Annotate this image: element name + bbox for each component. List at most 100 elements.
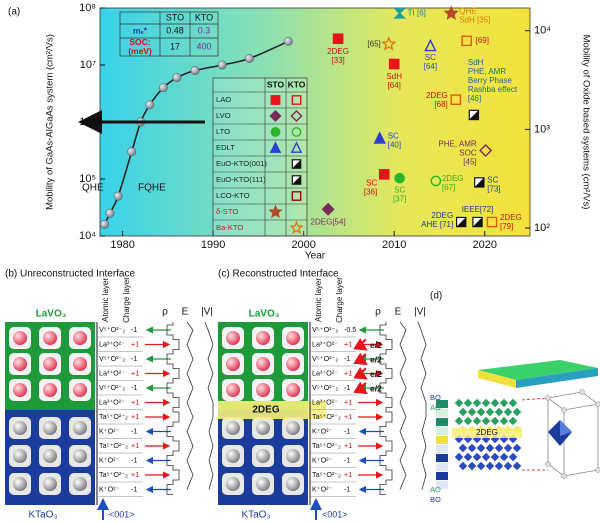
lattice-site [476, 407, 486, 417]
stack-layer [436, 436, 448, 444]
lattice-site [467, 461, 477, 471]
marker [172, 73, 182, 83]
marker [158, 83, 168, 93]
legend-label: LAO [216, 95, 231, 104]
marker-shape [479, 144, 493, 158]
lattice-site [481, 416, 491, 426]
point-label: [65] [367, 39, 380, 48]
table-cell: 400 [196, 41, 211, 51]
column-header: Charge layer [122, 277, 131, 323]
charge-layer: +1 [344, 368, 352, 377]
point-label: 2DEG [327, 47, 349, 56]
marker [424, 38, 437, 52]
lattice-site [512, 443, 522, 453]
lattice-site [467, 443, 477, 453]
atom [73, 383, 87, 397]
lattice-site [485, 443, 495, 453]
y2-tick-label: 10³ [534, 123, 550, 135]
marker-shape [291, 191, 302, 201]
charge-layer: +1 [131, 368, 139, 377]
atom [226, 383, 240, 397]
point-label: AHE [71] [421, 220, 453, 229]
stack-layer [436, 481, 448, 489]
point-label: Rashba effect [468, 85, 518, 94]
atomic-layer: V⁵⁺O²⁻₂ [99, 325, 125, 334]
atomic-layer: Ta⁵⁺O²⁻₂ [99, 412, 128, 421]
marker-shape [472, 217, 483, 227]
y2-axis-label: Mobility of Oxide based systems (cm²/Vs) [580, 35, 591, 210]
point-label: TI [6] [408, 8, 426, 17]
point-label: SC [388, 132, 399, 141]
slab-top [478, 360, 598, 380]
table-cell: 0.48 [166, 25, 184, 35]
column-header: E [395, 307, 402, 318]
legend-label: LTO [216, 127, 230, 136]
atomic-layer: V⁵⁺O²⁻₂ [312, 383, 338, 392]
legend-label: Ba-KTO [216, 223, 243, 232]
lattice-site [481, 398, 491, 408]
column-header: Atomic layer [101, 278, 110, 322]
atom [13, 421, 27, 435]
material-label: KTaO₃ [28, 510, 57, 521]
marker-shape [269, 109, 282, 123]
atom [73, 421, 87, 435]
table-cell: 17 [170, 41, 180, 51]
corner-atom [561, 473, 567, 479]
v-profile [417, 321, 427, 490]
point-label: [37] [393, 194, 406, 203]
atom [43, 331, 57, 345]
x-axis-label: Year [305, 251, 326, 262]
atom [43, 477, 57, 491]
point-label: [45] [463, 158, 476, 167]
marker [244, 54, 254, 63]
lattice-site [490, 416, 500, 426]
charge-layer: -1 [344, 354, 350, 363]
marker-shape [388, 58, 400, 70]
stack-layer [436, 400, 448, 408]
marker [393, 8, 406, 19]
annotation: FQHE [138, 183, 166, 194]
marker [127, 147, 137, 157]
atom [256, 357, 270, 371]
marker [381, 36, 397, 51]
marker [145, 100, 155, 110]
atomic-layer: Ta⁵⁺O²⁻₂ [99, 441, 128, 450]
charge-layer: -1 [131, 354, 137, 363]
lattice-site [476, 443, 486, 453]
y-tick-label: 10⁷ [80, 59, 96, 71]
corner-atom [545, 395, 551, 401]
lattice-site [494, 461, 504, 471]
point-label: [46] [468, 94, 481, 103]
marker-shape [381, 36, 397, 51]
inset-table [119, 11, 219, 57]
atom [286, 331, 300, 345]
atomic-layer: V⁵⁺O²⁻₂ [312, 354, 338, 363]
charge-layer: -1 [131, 383, 137, 392]
atom [226, 331, 240, 345]
point-label: SdH [35] [459, 15, 490, 24]
point-label: PHE, AMR [438, 140, 476, 149]
y-axis-label: Mobility of GaAs-AlGaAs system (cm²/Vs) [45, 34, 56, 210]
marker-shape [332, 33, 344, 45]
stack-layer [436, 463, 448, 471]
x-tick-label: 2010 [382, 239, 406, 251]
charge-layer: +1 [344, 412, 352, 421]
marker [291, 95, 302, 105]
atom [13, 331, 27, 345]
lattice-site [458, 461, 468, 471]
atomic-layer: K⁺O²⁻ [312, 426, 333, 435]
lattice-site [503, 407, 513, 417]
x-tick-label: 1990 [201, 239, 225, 251]
charge-layer: -1 [131, 484, 137, 493]
interface-label: 2DEG [476, 428, 498, 437]
stack-layer [436, 418, 448, 426]
lattice-site [512, 461, 522, 471]
stack-layer [436, 454, 448, 462]
atom [256, 477, 270, 491]
marker-shape [290, 109, 303, 123]
direction-label: <001> [322, 509, 348, 519]
plane-label: AO [430, 485, 441, 494]
marker [378, 169, 390, 180]
lattice-site [458, 443, 468, 453]
corner-atom [595, 467, 600, 473]
